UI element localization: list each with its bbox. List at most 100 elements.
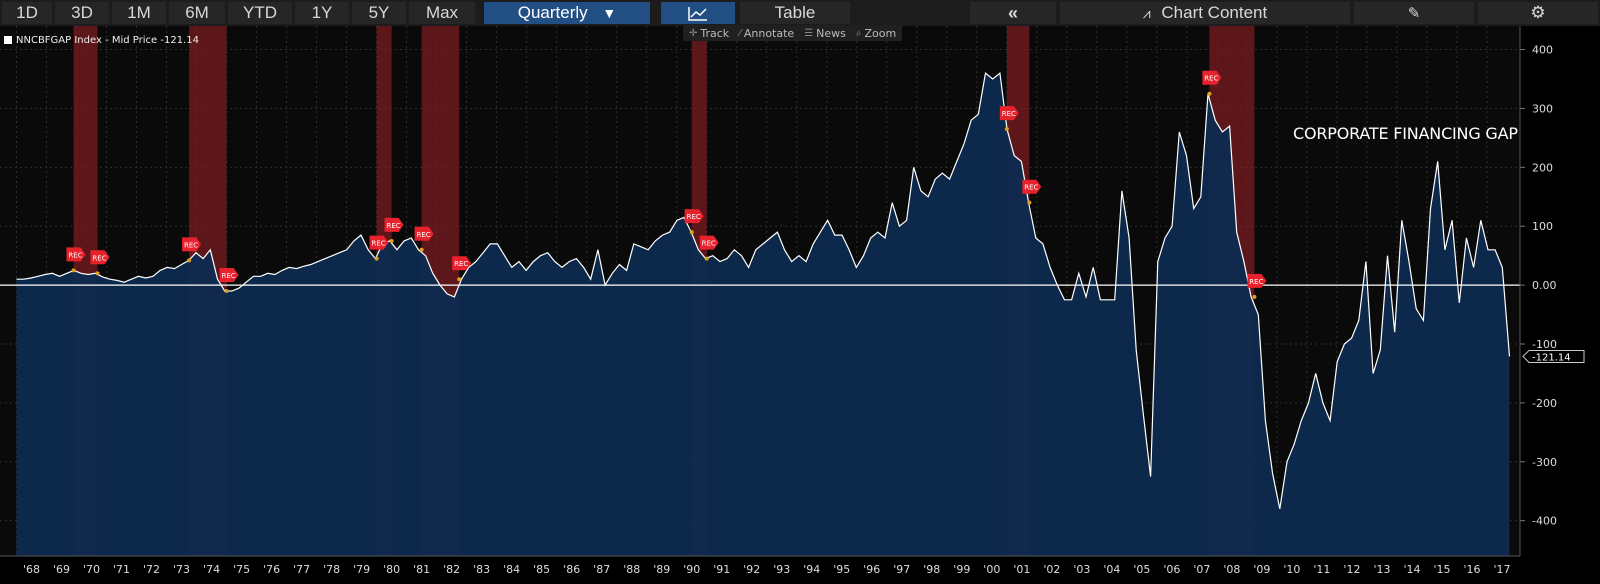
range-1y-button[interactable]: 1Y [295, 2, 349, 24]
news-button[interactable]: ☰ News [804, 27, 846, 40]
annotate-button[interactable]: ⁄ Annotate [739, 27, 794, 40]
x-tick-label: '14 [1403, 563, 1420, 576]
rec-marker: REC [414, 226, 434, 241]
edit-button[interactable]: ✎ [1354, 2, 1474, 24]
settings-button[interactable]: ⚙ [1478, 2, 1598, 24]
recession-point [187, 258, 192, 263]
chart-svg[interactable]: REC REC REC REC REC REC REC REC REC REC REC REC REC R… [0, 26, 1600, 584]
recession-point [95, 271, 100, 276]
chart-area[interactable]: REC REC REC REC REC REC REC REC REC REC REC REC REC R… [0, 26, 1600, 584]
x-tick-label: '91 [713, 563, 730, 576]
x-tick-label: '68 [23, 563, 40, 576]
rec-marker-label: REC [454, 260, 468, 268]
rec-marker-label: REC [68, 251, 82, 259]
recession-point [1252, 294, 1257, 299]
y-tick-label: 100 [1532, 220, 1553, 233]
magnifier-icon: ⌕ [855, 27, 862, 39]
recession-point [689, 230, 694, 235]
rec-marker-label: REC [417, 231, 431, 239]
x-tick-label: '15 [1433, 563, 1450, 576]
legend: NNCBFGAP Index - Mid Price -121.14 [4, 33, 199, 47]
rec-marker-shape [684, 209, 704, 224]
x-tick-label: '00 [983, 563, 1000, 576]
rec-marker-label: REC [222, 272, 236, 280]
x-tick-label: '86 [563, 563, 580, 576]
rec-marker-shape [699, 235, 719, 250]
rec-marker-shape [1022, 179, 1042, 194]
x-tick-label: '92 [743, 563, 760, 576]
rec-marker: REC [219, 268, 239, 282]
collapse-button[interactable]: « [970, 2, 1056, 24]
x-tick-label: '17 [1493, 563, 1510, 576]
range-5y-button[interactable]: 5Y [352, 2, 406, 24]
recession-point [1207, 91, 1212, 96]
chart-content-icon: ⩘ [1142, 5, 1151, 21]
x-tick-label: '87 [593, 563, 610, 576]
x-tick-label: '76 [263, 563, 280, 576]
range-1d-button[interactable]: 1D [2, 2, 52, 24]
range-6m-button[interactable]: 6M [169, 2, 225, 24]
x-tick-label: '05 [1133, 563, 1150, 576]
rec-marker-label: REC [1002, 110, 1016, 118]
x-tick-label: '78 [323, 563, 340, 576]
rec-marker-shape [999, 106, 1019, 121]
annotate-label: Annotate [743, 26, 795, 40]
rec-marker-label: REC [92, 254, 106, 262]
rec-marker-shape [182, 237, 202, 252]
rec-marker-label: REC [372, 240, 386, 248]
rec-marker-label: REC [1024, 184, 1038, 192]
line-chart-button[interactable] [661, 2, 735, 24]
rec-marker-label: REC [687, 213, 701, 221]
rec-marker-shape [414, 226, 434, 241]
zoom-button[interactable]: ⌕ Zoom [856, 27, 896, 40]
range-max-button[interactable]: Max [409, 2, 475, 24]
x-tick-label: '80 [383, 563, 400, 576]
x-tick-label: '01 [1013, 563, 1030, 576]
chart-content-button[interactable]: ⩘ Chart Content [1060, 2, 1350, 24]
last-value-flag [1522, 349, 1585, 363]
recession-point [1004, 127, 1009, 132]
x-axis-panel [0, 556, 1600, 584]
range-ytd-button[interactable]: YTD [228, 2, 292, 24]
x-tick-label: '16 [1463, 563, 1480, 576]
x-tick-label: '13 [1373, 563, 1390, 576]
crosshair-icon: ✛ [689, 27, 698, 39]
x-tick-label: '90 [683, 563, 700, 576]
x-tick-label: '06 [1163, 563, 1180, 576]
toolbar: 1D 3D 1M 6M YTD 1Y 5Y Max Quarterly ▼ Ta… [0, 0, 1600, 26]
recession-point [224, 289, 229, 293]
range-3d-button[interactable]: 3D [55, 2, 109, 24]
series-line [16, 71, 1511, 510]
legend-label: NNCBFGAP Index - Mid Price -121.14 [16, 34, 199, 46]
range-1m-button[interactable]: 1M [112, 2, 166, 24]
table-button[interactable]: Table [740, 2, 850, 24]
y-tick-label: 300 [1532, 102, 1553, 115]
pencil-icon: ⁄ [739, 27, 741, 39]
news-label: News [816, 26, 846, 40]
recession-point [71, 268, 76, 273]
rec-marker-label: REC [1204, 75, 1218, 83]
edit-icon: ✎ [1407, 5, 1421, 22]
rec-marker-label: REC [387, 222, 401, 230]
rec-marker-shape [90, 250, 110, 265]
x-tick-label: '84 [503, 563, 520, 576]
x-tick-label: '98 [923, 563, 940, 576]
x-tick-label: '94 [803, 563, 820, 576]
x-tick-label: '12 [1343, 563, 1360, 576]
x-tick-label: '74 [203, 563, 220, 576]
y-axis-panel [1520, 26, 1600, 584]
recession-point [457, 277, 462, 282]
frequency-dropdown[interactable]: Quarterly ▼ [484, 2, 650, 24]
rec-marker-shape [1202, 70, 1222, 85]
x-tick-label: '79 [353, 563, 370, 576]
rec-marker: REC [699, 235, 719, 250]
track-button[interactable]: ✛ Track [689, 27, 729, 40]
zoom-label: Zoom [864, 26, 897, 40]
x-tick-label: '08 [1223, 563, 1240, 576]
x-tick-label: '69 [53, 563, 70, 576]
rec-marker: REC [999, 106, 1019, 121]
rec-marker: REC [452, 256, 472, 271]
y-tick-label: -300 [1532, 456, 1557, 469]
rec-marker: REC [384, 217, 404, 232]
rec-marker-shape [369, 235, 389, 250]
